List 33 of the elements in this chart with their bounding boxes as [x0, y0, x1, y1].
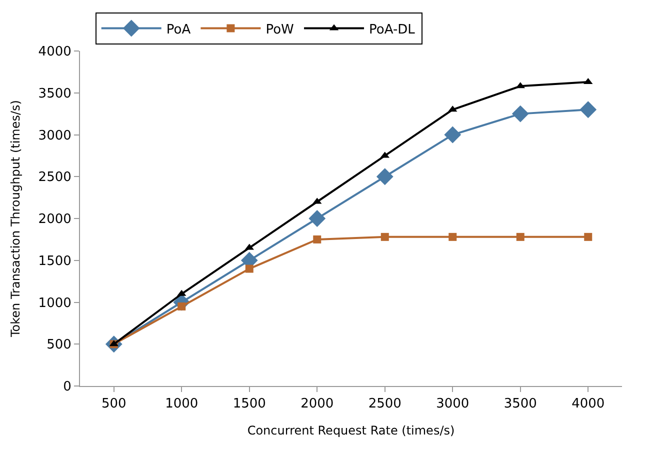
x-tick-label: 1500 [232, 396, 266, 412]
legend-label: PoA-DL [369, 22, 416, 38]
y-tick-label: 2500 [38, 170, 72, 186]
y-axis-title: Token Transaction Throughput (times/s) [8, 100, 23, 338]
point [444, 126, 462, 144]
point [245, 264, 254, 273]
y-tick-label: 3000 [38, 128, 72, 144]
point [580, 101, 597, 118]
x-tick-label: 3500 [504, 396, 537, 412]
x-tick-label: 2500 [368, 396, 402, 412]
x-tick-label: 1000 [165, 396, 198, 412]
point [308, 210, 326, 227]
y-tick-label: 1500 [38, 254, 72, 269]
point [512, 105, 529, 122]
legend-label: PoA [166, 22, 191, 38]
x-tick-label: 4000 [572, 396, 605, 412]
point [313, 235, 322, 244]
y-tick-label: 2000 [38, 212, 72, 228]
x-tick-label: 2000 [300, 396, 334, 412]
point [584, 232, 592, 241]
point [380, 232, 389, 241]
point [448, 232, 457, 241]
y-tick-label: 4000 [38, 44, 72, 60]
x-tick-label: 500 [101, 396, 126, 412]
y-tick-label: 3500 [38, 86, 72, 102]
y-tick-label: 500 [46, 338, 72, 353]
legend-label: PoW [266, 22, 294, 38]
x-axis-title: Concurrent Request Rate (times/s) [247, 424, 455, 438]
y-tick-label: 1000 [38, 296, 72, 311]
point [516, 232, 524, 241]
x-tick-label: 3000 [436, 396, 470, 412]
point [376, 168, 394, 186]
y-tick-label: 0 [63, 380, 72, 395]
